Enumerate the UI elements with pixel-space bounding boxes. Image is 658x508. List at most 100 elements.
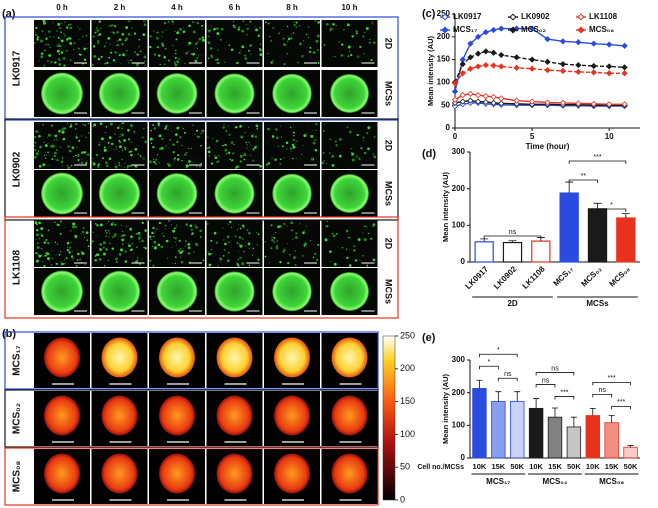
legend-label: MCS₀₈ — [589, 25, 614, 34]
cell — [71, 146, 75, 149]
cell — [172, 151, 175, 154]
cell — [128, 151, 131, 153]
cell — [35, 26, 38, 30]
cell — [124, 260, 128, 263]
cell — [167, 257, 168, 259]
cell — [38, 134, 41, 138]
cell — [182, 30, 186, 33]
cell — [326, 224, 329, 227]
cell — [171, 224, 172, 225]
cell — [48, 63, 50, 65]
cell — [286, 52, 289, 55]
cell — [117, 126, 120, 130]
cell — [43, 264, 46, 267]
cell — [163, 63, 166, 66]
cell — [193, 258, 195, 260]
cell — [265, 163, 269, 166]
cell — [36, 260, 38, 262]
cell — [294, 250, 296, 252]
cell — [249, 154, 251, 156]
series-marker — [451, 103, 459, 110]
series-marker — [475, 63, 482, 70]
cell — [129, 124, 133, 128]
cell — [42, 123, 45, 126]
cell — [112, 59, 116, 62]
cell — [199, 165, 201, 168]
cell — [164, 224, 167, 227]
cell — [165, 228, 167, 229]
spheroid — [272, 271, 312, 312]
significance-label: ** — [581, 173, 587, 180]
significance-bracket — [554, 396, 575, 400]
cell — [210, 54, 213, 57]
cell — [322, 129, 325, 132]
cell — [95, 234, 97, 236]
cell — [287, 261, 290, 265]
cell — [290, 33, 292, 35]
significance-label: ns — [504, 371, 512, 378]
cell — [57, 223, 60, 227]
cell — [195, 242, 198, 246]
series-marker — [544, 99, 551, 106]
cell — [191, 232, 194, 235]
cell — [289, 147, 292, 150]
cell — [165, 29, 167, 31]
cell — [36, 229, 39, 232]
cell — [156, 36, 159, 40]
cell — [225, 153, 228, 155]
significance-label: *** — [560, 389, 568, 396]
cell — [60, 261, 62, 263]
cell — [128, 20, 130, 22]
cell — [259, 59, 261, 60]
cell — [109, 145, 111, 147]
cell — [345, 248, 348, 250]
micrograph — [321, 122, 378, 169]
bar — [585, 415, 600, 459]
cell — [315, 39, 319, 43]
cell — [295, 232, 298, 235]
cell — [284, 43, 287, 46]
cell — [103, 146, 106, 149]
cell — [81, 151, 84, 154]
cell — [310, 157, 314, 161]
cell — [219, 257, 223, 261]
x-tick-label: MCS₁₇ — [552, 265, 576, 289]
cell — [161, 232, 164, 235]
significance-label: * — [610, 202, 613, 209]
cell — [369, 237, 373, 241]
scale-label: 200 μm — [239, 55, 259, 61]
cell — [167, 164, 171, 167]
cell — [251, 254, 254, 256]
cell — [158, 124, 160, 127]
cell — [64, 258, 66, 260]
cell — [217, 49, 219, 51]
cell — [112, 148, 115, 150]
cell — [362, 254, 364, 257]
cell — [82, 226, 85, 229]
cell — [220, 39, 222, 41]
series-marker — [467, 97, 474, 104]
cell — [321, 161, 325, 165]
cell — [137, 236, 141, 240]
cell — [357, 238, 361, 241]
cell — [176, 158, 180, 161]
y-tick-label: 300 — [452, 355, 466, 364]
cell — [141, 221, 144, 224]
cell — [237, 26, 240, 29]
cell — [326, 23, 329, 26]
series-marker — [467, 65, 474, 72]
spheroid-heat — [331, 453, 368, 494]
cell — [131, 27, 133, 29]
cell — [348, 264, 352, 267]
cell — [185, 240, 187, 242]
series-marker — [559, 67, 567, 75]
cell — [52, 21, 54, 23]
cell — [208, 252, 211, 256]
cell — [223, 239, 225, 241]
cell — [82, 46, 84, 48]
cell — [48, 154, 50, 156]
series-marker — [575, 100, 582, 107]
cell — [152, 226, 155, 230]
series-marker — [590, 69, 597, 76]
y-tick-label: 200 — [437, 32, 451, 41]
